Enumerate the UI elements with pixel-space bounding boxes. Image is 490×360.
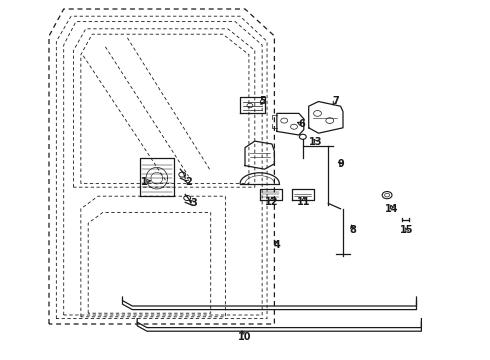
Text: 9: 9 [337,159,344,169]
Text: 12: 12 [265,197,279,207]
Text: 5: 5 [259,96,266,106]
Text: 4: 4 [273,240,280,250]
Text: 11: 11 [297,197,311,207]
Text: 7: 7 [332,96,339,106]
Text: 14: 14 [385,204,399,214]
Text: 3: 3 [190,198,197,208]
Text: 6: 6 [298,119,305,129]
Text: 8: 8 [349,225,356,235]
Text: 2: 2 [185,177,192,187]
Text: 15: 15 [400,225,414,235]
Text: 10: 10 [238,332,252,342]
Text: 1: 1 [141,177,148,187]
Text: 13: 13 [309,137,323,147]
